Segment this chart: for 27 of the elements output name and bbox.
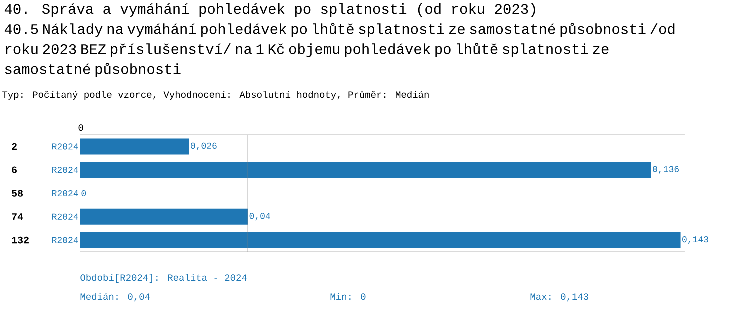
y-tick-label: 2 xyxy=(12,143,17,150)
data-label: 0,04 xyxy=(250,213,270,221)
data-label: 0,143 xyxy=(682,236,708,244)
y-tick-label: 132 xyxy=(12,236,29,244)
series-label: R2024 xyxy=(52,144,78,150)
bar xyxy=(80,208,248,225)
text: R2024 xyxy=(52,214,78,220)
data-label: 0,026 xyxy=(190,142,217,151)
text: 0 xyxy=(78,124,84,132)
bar xyxy=(80,162,652,178)
text: R2024 xyxy=(52,167,78,174)
text: R2024 xyxy=(52,190,78,197)
data-label: 0 xyxy=(82,190,86,197)
text: Min: 0 xyxy=(330,293,366,300)
text: Max: 0,143 xyxy=(530,294,588,302)
y-tick-label: 6 xyxy=(12,166,17,174)
text: Typ: Počítaný podle vzorce, Vyhodnocení: Absolutní hodnoty, Průměr: Medián xyxy=(2,90,429,100)
data-label: 0,136 xyxy=(653,166,679,174)
chart-subtitle: 40.5 Náklady na vymáhání pohledávek po lhůtě splatnosti ze samostatné působnosti /od roku 2023 BEZ příslušenství/ na 1 Kč objemu pohledávek po lhůtě splatnosti ze samostatné působnosti xyxy=(4,23,675,78)
y-tick-label: 74 xyxy=(12,214,24,220)
text: Medián: 0,04 xyxy=(80,293,150,302)
bar xyxy=(80,138,190,155)
text: R2024 xyxy=(52,237,78,244)
bar xyxy=(80,232,681,248)
y-tick-label: 58 xyxy=(12,190,24,197)
text: Období[R2024]: Realita - 2024 xyxy=(80,274,247,283)
chart-title: 40. Správa a vymáhání pohledávek po splatnosti (od roku 2023) xyxy=(4,3,536,18)
